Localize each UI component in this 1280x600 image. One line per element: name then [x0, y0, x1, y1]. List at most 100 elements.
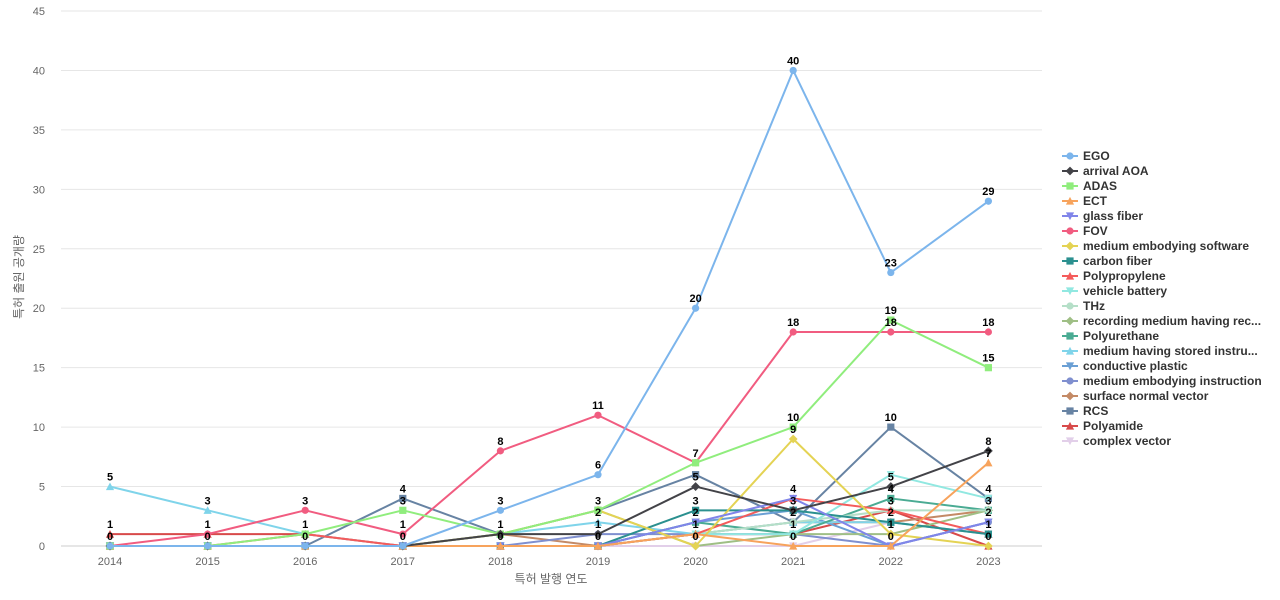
legend-item[interactable]: RCS [1062, 404, 1108, 418]
y-tick-label: 35 [33, 125, 45, 137]
data-label: 1 [790, 519, 796, 531]
data-point [204, 542, 212, 550]
legend-item[interactable]: vehicle battery [1062, 284, 1167, 298]
legend-item[interactable]: recording medium having rec... [1062, 314, 1261, 328]
series-lines [105, 66, 993, 551]
data-label: 0 [400, 531, 406, 543]
data-label: 1 [400, 519, 406, 531]
y-tick-label: 0 [39, 541, 45, 553]
data-label: 3 [790, 495, 796, 507]
data-point [887, 518, 895, 526]
data-label: 9 [790, 424, 796, 436]
data-label: 3 [497, 495, 503, 507]
data-label: 2 [693, 507, 699, 519]
series-line [109, 69, 990, 547]
data-label: 1 [205, 519, 211, 531]
data-point [789, 66, 797, 75]
data-point [692, 471, 700, 479]
x-axis-ticks: 2014 2015 2016 2017 2018 2019 2020 2021 2022 2023 [98, 556, 1001, 568]
data-labels: 5103103104310831011632102075321040181094… [107, 55, 995, 543]
x-tick-label: 2016 [293, 556, 317, 568]
data-point [692, 506, 700, 514]
data-point [203, 506, 212, 514]
data-label: 6 [595, 460, 601, 472]
x-tick-label: 2018 [488, 556, 512, 568]
legend-label: glass fiber [1083, 209, 1143, 223]
series-fov[interactable] [106, 328, 993, 550]
data-label: 23 [885, 258, 897, 270]
data-label: 0 [985, 531, 991, 543]
data-point [399, 530, 407, 538]
legend-item[interactable]: EGO [1062, 149, 1110, 163]
legend-marker [1065, 241, 1075, 251]
legend-marker [1065, 196, 1075, 205]
data-point [496, 447, 504, 455]
legend-item[interactable]: Polyurethane [1062, 329, 1159, 343]
data-point [301, 506, 309, 514]
legend-marker [1065, 362, 1075, 371]
data-point [594, 411, 602, 419]
legend-label: FOV [1083, 224, 1108, 238]
data-label: 4 [400, 483, 407, 495]
data-point [887, 423, 895, 431]
legend-item[interactable]: Polyamide [1062, 419, 1143, 433]
data-label: 0 [693, 531, 699, 543]
series-ego[interactable] [106, 66, 993, 550]
data-label: 0 [302, 531, 308, 543]
series-line [109, 449, 990, 547]
legend-item[interactable]: arrival AOA [1062, 164, 1149, 178]
data-point [887, 316, 895, 324]
legend-marker [1066, 302, 1074, 310]
legend-marker [1065, 391, 1075, 401]
data-label: 15 [982, 353, 994, 365]
legend-item[interactable]: ADAS [1062, 179, 1117, 193]
legend-label: medium embodying software [1083, 239, 1249, 253]
data-point [496, 506, 504, 514]
data-point [984, 446, 993, 456]
y-tick-label: 10 [33, 422, 45, 434]
data-label: 2 [888, 507, 894, 519]
data-point [692, 459, 700, 467]
x-tick-label: 2022 [879, 556, 903, 568]
legend-item[interactable]: medium embodying instruction [1062, 374, 1262, 388]
legend-item[interactable]: complex vector [1062, 434, 1171, 448]
data-label: 1 [497, 519, 503, 531]
legend-label: Polyamide [1083, 419, 1143, 433]
legend-label: Polypropylene [1083, 269, 1166, 283]
legend-label: ADAS [1083, 179, 1117, 193]
data-label: 4 [790, 483, 797, 495]
data-point [788, 434, 798, 444]
data-label: 1 [693, 519, 699, 531]
grid-lines [61, 10, 1042, 547]
data-point [301, 542, 309, 550]
data-point [984, 197, 993, 205]
data-point [887, 328, 895, 336]
data-point [887, 268, 895, 277]
legend-item[interactable]: THz [1062, 299, 1105, 313]
data-point [301, 530, 309, 538]
y-tick-label: 25 [33, 244, 45, 256]
x-tick-label: 2017 [391, 556, 415, 568]
legend-item[interactable]: Polypropylene [1062, 269, 1166, 283]
data-point [886, 471, 895, 479]
data-point [691, 482, 700, 491]
legend-item[interactable]: carbon fiber [1062, 254, 1153, 268]
legend-item[interactable]: medium embodying software [1062, 239, 1249, 253]
legend-item[interactable]: medium having stored instru... [1062, 344, 1258, 358]
legend-item[interactable]: surface normal vector [1062, 389, 1209, 403]
legend-item[interactable]: FOV [1062, 224, 1108, 238]
legend-label: Polyurethane [1083, 329, 1159, 343]
data-point [691, 541, 700, 551]
data-point [692, 304, 700, 312]
data-point [984, 494, 993, 503]
data-label: 7 [693, 448, 699, 460]
x-axis-title: 특허 발행 연도 [515, 571, 588, 586]
data-label: 18 [982, 317, 994, 329]
legend-item[interactable]: conductive plastic [1062, 359, 1188, 373]
data-point [886, 482, 896, 491]
series-line [109, 319, 990, 547]
legend-item[interactable]: ECT [1062, 194, 1108, 208]
legend-item[interactable]: glass fiber [1062, 209, 1143, 223]
